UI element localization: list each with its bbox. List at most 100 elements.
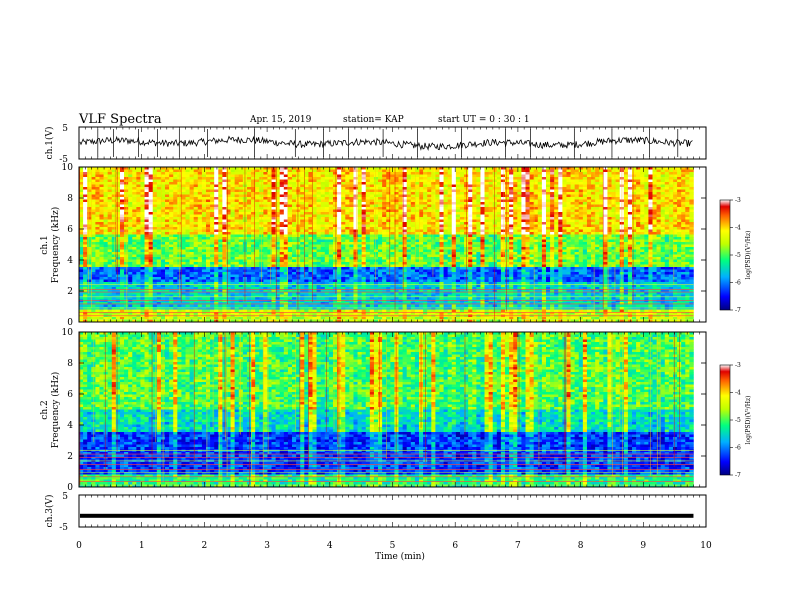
spec1-cell [353,204,358,208]
spec1-cell [607,177,612,180]
spec1-cell [550,229,555,233]
spec1-cell [205,247,211,250]
spec1-cell [341,239,346,243]
spec1-cell [640,227,645,230]
spec1-cell [455,207,461,210]
spec1-cell [230,204,235,208]
spec1-cell [443,174,448,178]
spec1-cell [480,219,485,223]
spec1-cell [525,192,530,195]
spec1-cell [296,189,301,193]
spec1-cell [87,232,92,235]
spec1-cell [255,247,260,250]
spec1-cell [382,212,387,215]
spec1-cell [636,199,641,203]
spec1-cell [255,184,260,188]
spec1-cell [652,207,657,210]
spec1-cell [636,207,641,210]
spec1-cell [578,234,584,238]
spec1-cell [373,199,379,203]
spec1-cell [431,219,436,223]
spec1-cell [517,202,522,205]
spec1-cell [214,244,219,248]
spec1-cell [443,177,448,180]
spec1-cell [132,207,137,210]
spec1-cell [287,197,293,200]
spec1-cell [623,184,629,188]
spec1-cell [607,209,612,213]
spec1-cell [390,242,395,245]
spec1-cell [545,224,551,228]
spec1-cell [304,229,309,233]
spec1-cell [246,222,252,225]
spec1-cell [341,234,346,238]
spec1-cell [664,204,670,208]
spec1-cell [672,237,678,240]
spec1-cell [230,179,235,183]
spec1-cell [582,237,588,240]
spec1-cell [488,177,494,180]
spec1-cell [521,237,526,240]
spec1-cell [169,209,174,213]
spec1-cell [128,237,133,240]
spec1-cell [652,219,657,223]
spec1-cell [640,232,645,235]
spec1-cell [533,234,539,238]
spec1-cell [513,217,518,220]
spec1-cell [603,207,608,210]
spec1-cell [357,179,362,183]
spec1-cell [541,174,547,178]
spec1-cell [685,187,690,190]
spec1-cell [648,234,653,238]
spec1-cell [353,182,358,185]
spec1-cell [205,224,211,228]
spec1-cell [554,214,559,218]
spec1-cell [95,197,100,200]
spec1-cell [205,229,211,233]
spec1-cell [287,224,293,228]
spec1-cell [386,229,391,233]
spec1-cell [398,212,403,215]
spec1-cell [410,182,416,185]
spec1-cell [79,229,84,233]
spec1-cell [144,182,149,185]
spec1-cell [193,197,199,200]
spec1-cell [644,219,649,223]
spec1-cell [263,192,268,195]
spec1-cell [316,242,321,245]
spec1-cell [287,169,293,173]
spec1-cell [287,172,293,175]
spec1-cell [541,169,547,173]
spec1-cell [140,214,145,218]
spec1-cell [390,192,395,195]
spec1-cell [353,237,358,240]
spec1-cell [378,224,383,228]
spec1-cell [402,214,408,218]
spec1-cell [533,177,539,180]
spec1-cell [263,184,268,188]
spec1-cell [414,189,420,193]
spec1-cell [140,169,145,173]
spec1-cell [664,189,670,193]
spec1-cell [373,212,379,215]
spec1-cell [447,192,453,195]
spec1-cell [484,227,489,230]
spec1-cell [677,229,682,233]
spec1-cell [345,172,350,175]
spec1-cell [607,169,612,173]
spec1-cell [378,212,383,215]
spec1-cell [308,167,313,170]
spec1-cell [496,194,502,198]
spec1-cell [472,234,477,238]
spec1-cell [468,174,473,178]
spec1-cell [140,194,145,198]
spec1-cell [357,192,362,195]
spec1-cell [111,214,117,218]
spec1-cell [390,187,395,190]
spec1-cell [341,229,346,233]
spec1-cell [378,199,383,203]
spec1-cell [324,244,330,248]
spec1-cell [627,207,633,210]
spec1-cell [623,174,629,178]
spec1-cell [632,187,637,190]
